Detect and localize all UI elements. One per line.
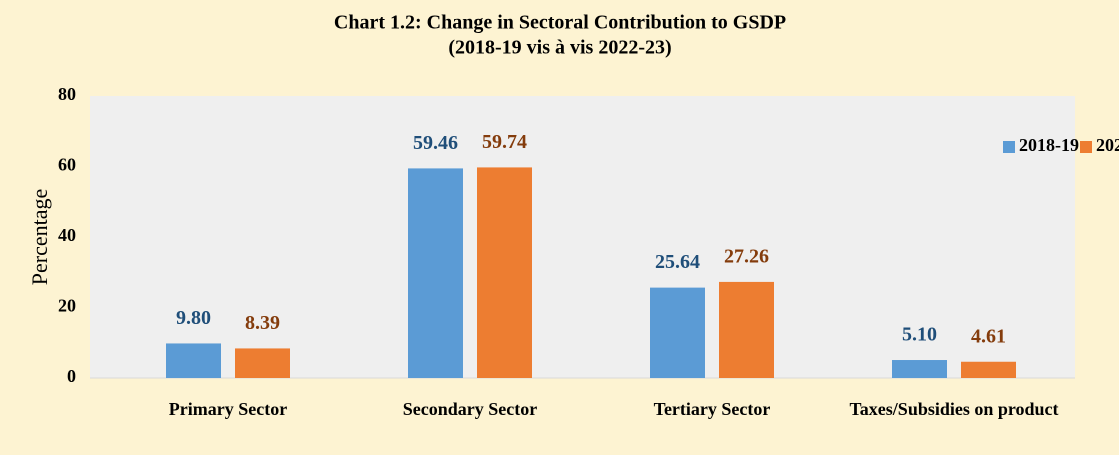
legend-label: 2018-19: [1019, 135, 1079, 155]
y-tick-label: 60: [58, 155, 76, 175]
bar: [477, 167, 532, 378]
data-label: 27.26: [724, 246, 769, 268]
chart-subtitle: (2018-19 vis à vis 2022-23): [448, 37, 671, 59]
y-tick-label: 20: [58, 296, 76, 316]
data-label: 59.46: [413, 132, 458, 154]
bar: [719, 281, 774, 378]
y-tick-label: 80: [58, 84, 76, 104]
bar: [961, 361, 1016, 378]
y-tick-label: 40: [58, 225, 76, 245]
legend-swatch: [1080, 141, 1092, 153]
x-tick-label-box: Tertiary Sector: [653, 399, 771, 419]
plot-area: [90, 96, 1075, 378]
x-tick-label: Taxes/Subsidies on product: [849, 399, 1059, 419]
x-tick-label-box: Taxes/Subsidies on product: [849, 399, 1059, 419]
y-axis-label: Percentage: [27, 189, 52, 286]
x-tick-label: Tertiary Sector: [653, 399, 771, 419]
legend-swatch: [1003, 141, 1015, 153]
x-tick-label: Primary Sector: [168, 399, 288, 419]
data-label: 59.74: [482, 131, 527, 153]
x-tick-label-box: Secondary Sector: [402, 399, 538, 419]
legend-label: 2022-23: [1096, 135, 1119, 155]
bar: [166, 343, 221, 378]
data-label: 4.61: [971, 325, 1006, 347]
x-tick-label-box: Primary Sector: [168, 399, 288, 419]
bar: [650, 287, 705, 378]
data-label: 9.80: [176, 307, 211, 329]
data-label: 25.64: [655, 251, 700, 273]
chart-title: Chart 1.2: Change in Sectoral Contributi…: [334, 12, 786, 34]
bar: [892, 360, 947, 378]
bar: [408, 168, 463, 378]
bar: [235, 348, 290, 378]
data-label: 5.10: [902, 324, 937, 346]
y-tick-label: 0: [67, 366, 76, 386]
x-tick-label: Secondary Sector: [402, 399, 538, 419]
data-label: 8.39: [245, 312, 280, 334]
